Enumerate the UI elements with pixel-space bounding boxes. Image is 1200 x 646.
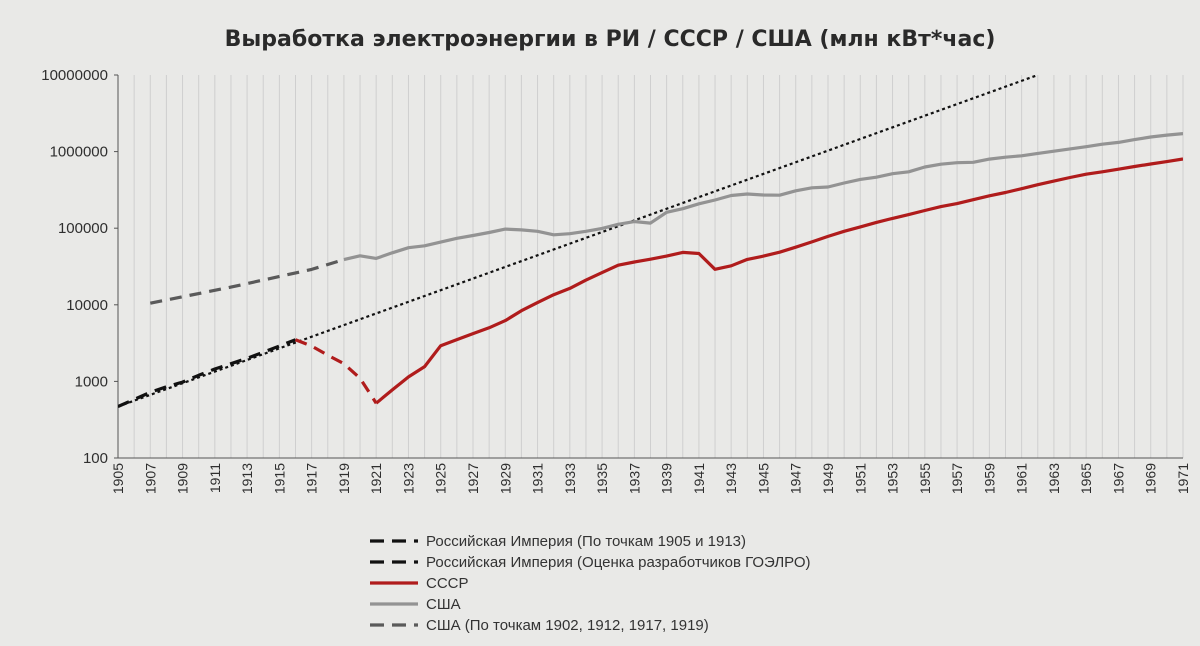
y-tick-label: 100000 <box>58 220 108 237</box>
x-tick-label: 1935 <box>594 463 610 494</box>
x-tick-label: 1963 <box>1046 463 1062 494</box>
x-tick-label: 1939 <box>659 463 675 494</box>
legend: Российская Империя (По точкам 1905 и 191… <box>370 533 811 634</box>
x-tick-label: 1909 <box>175 463 191 494</box>
x-tick-label: 1907 <box>142 463 158 494</box>
x-tick-label: 1943 <box>723 463 739 494</box>
x-tick-label: 1915 <box>271 463 287 494</box>
x-tick-label: 1929 <box>497 463 513 494</box>
x-tick-label: 1957 <box>949 463 965 494</box>
x-tick-label: 1971 <box>1175 463 1191 494</box>
x-tick-label: 1931 <box>530 463 546 494</box>
legend-label: Российская Империя (Оценка разработчиков… <box>426 554 811 571</box>
x-tick-label: 1953 <box>885 463 901 494</box>
x-tick-label: 1955 <box>917 463 933 494</box>
legend-label: СССР <box>426 575 469 592</box>
x-tick-label: 1961 <box>1014 463 1030 494</box>
x-tick-label: 1967 <box>1110 463 1126 494</box>
x-tick-label: 1949 <box>820 463 836 494</box>
x-tick-label: 1923 <box>400 463 416 494</box>
legend-label: Российская Империя (По точкам 1905 и 191… <box>426 533 746 550</box>
grid <box>117 75 1184 458</box>
x-tick-label: 1965 <box>1078 463 1094 494</box>
series-line-5 <box>149 258 345 305</box>
x-tick-label: 1905 <box>110 463 126 494</box>
x-tick-label: 1969 <box>1143 463 1159 494</box>
series-line-4 <box>343 132 1183 262</box>
series-line-2 <box>294 338 378 405</box>
x-tick-label: 1933 <box>562 463 578 494</box>
x-tick-label: 1911 <box>207 463 223 493</box>
y-tick-label: 1000 <box>75 373 108 390</box>
y-tick-label: 1000000 <box>50 144 108 161</box>
series-line-3 <box>375 157 1183 405</box>
series-line-0 <box>118 75 1039 408</box>
x-tick-label: 1917 <box>304 463 320 494</box>
y-tick-label: 10000 <box>66 297 108 314</box>
x-tick-label: 1913 <box>239 463 255 494</box>
x-tick-label: 1919 <box>336 463 352 494</box>
chart-title: Выработка электроэнергии в РИ / СССР / С… <box>225 27 996 52</box>
legend-label: США (По точкам 1902, 1912, 1917, 1919) <box>426 617 709 634</box>
x-tick-label: 1937 <box>626 463 642 494</box>
x-tick-label: 1945 <box>755 463 771 494</box>
x-tick-label: 1941 <box>691 463 707 494</box>
x-tick-label: 1947 <box>788 463 804 494</box>
y-tick-label: 100 <box>83 450 108 467</box>
x-tick-label: 1925 <box>433 463 449 494</box>
x-tick-label: 1927 <box>465 463 481 494</box>
x-tick-label: 1959 <box>981 463 997 494</box>
x-tick-label: 1951 <box>852 463 868 494</box>
y-tick-label: 10000000 <box>41 67 108 84</box>
series-layer <box>118 75 1183 408</box>
legend-label: США <box>426 596 461 613</box>
x-tick-label: 1921 <box>368 463 384 494</box>
